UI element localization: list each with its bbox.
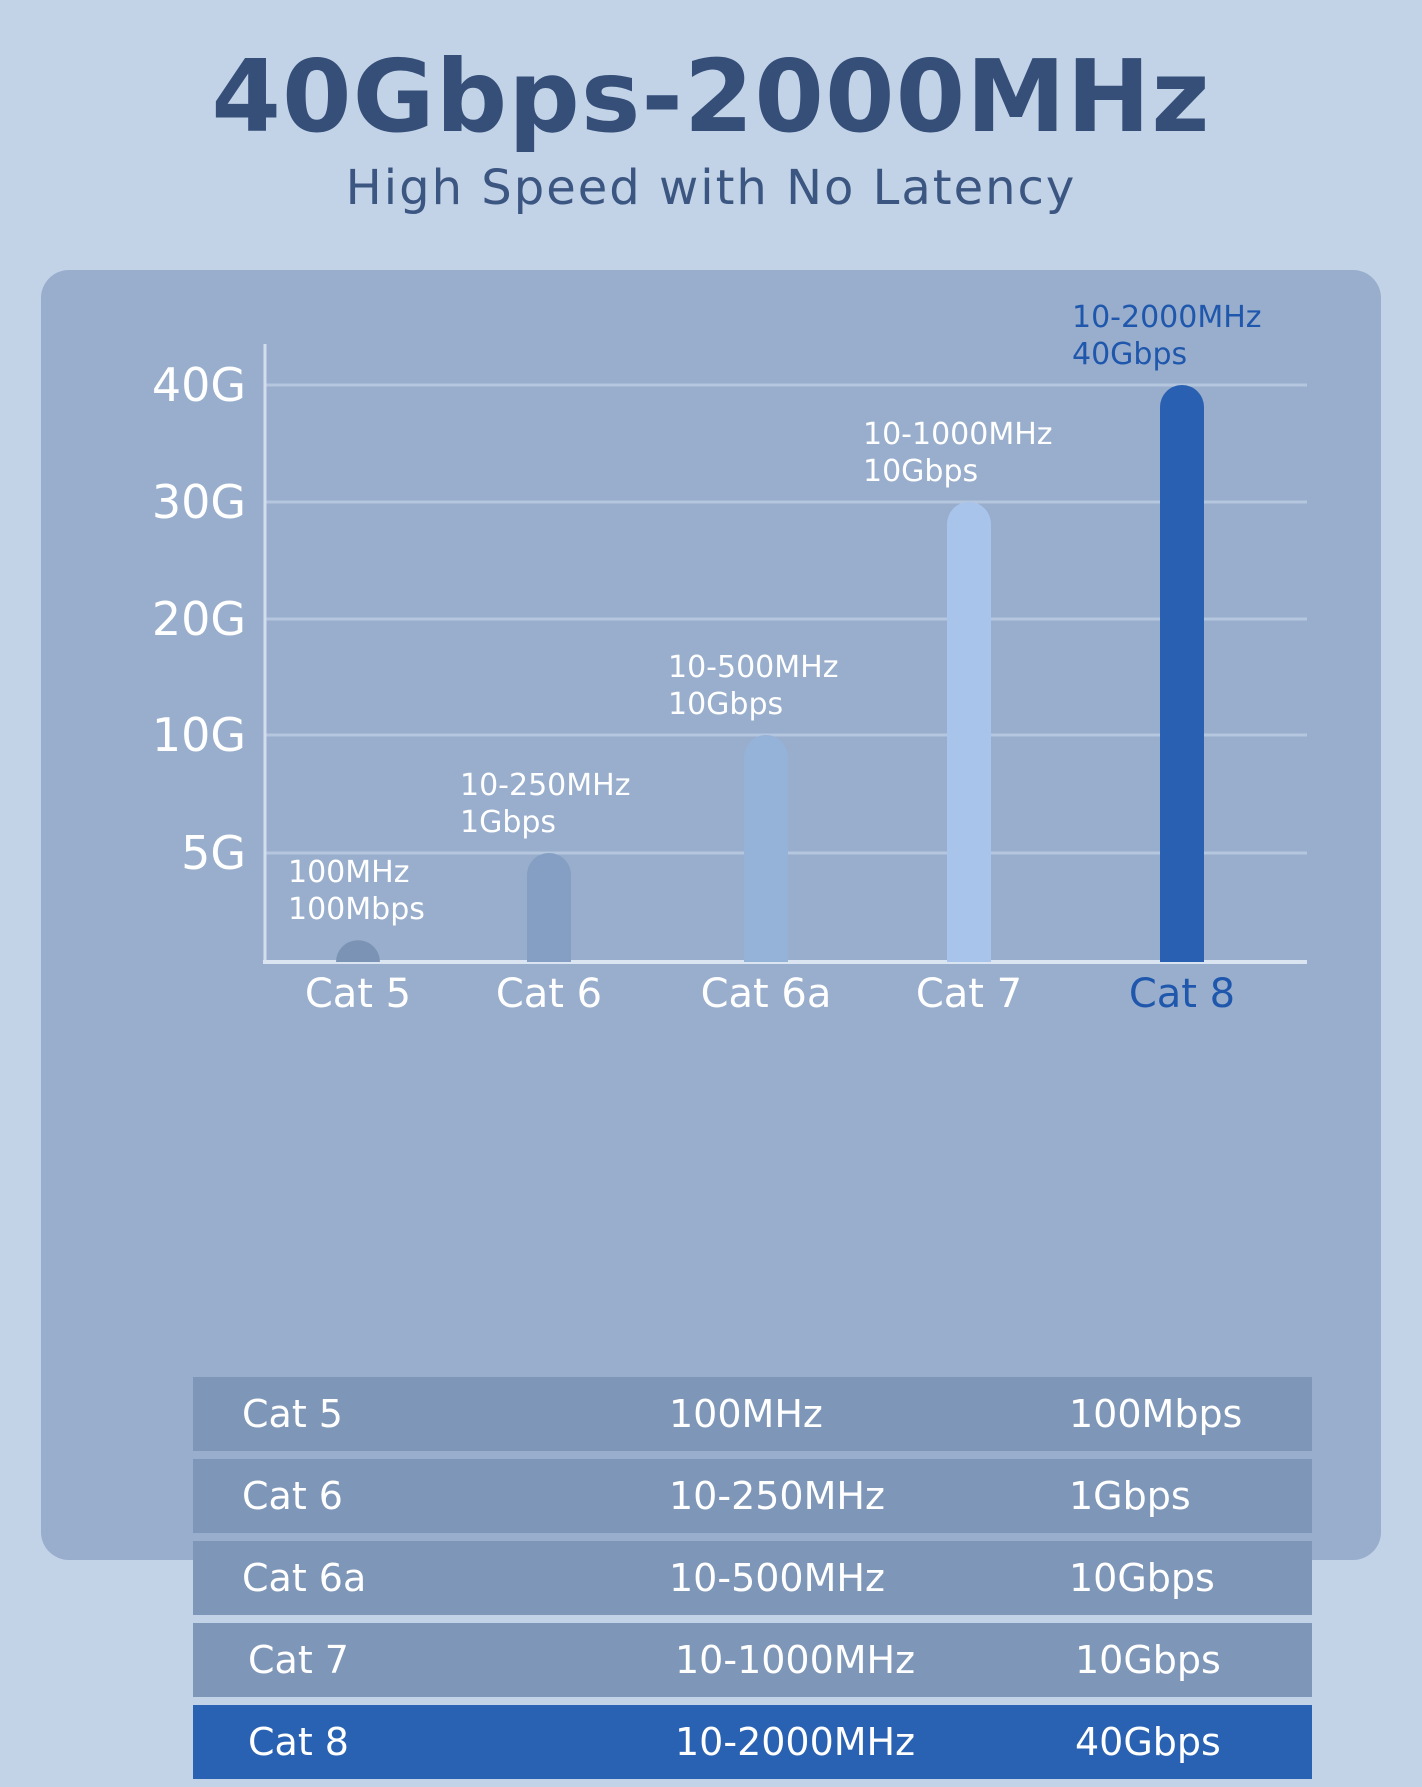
table-row: Cat 6a 10-500MHz 10Gbps: [193, 1541, 1312, 1615]
bar-annotation-frequency: 100MHz: [288, 855, 409, 890]
cable-speed: 10Gbps: [1069, 1556, 1215, 1600]
x-category-label: Cat 7: [916, 971, 1022, 1017]
y-tick-label: 5G: [181, 826, 246, 880]
cable-speed: 100Mbps: [1069, 1392, 1243, 1436]
x-category-label: Cat 6: [496, 971, 602, 1017]
cable-name: Cat 8: [248, 1720, 349, 1764]
bar-annotation-frequency: 10-1000MHz: [863, 417, 1053, 452]
cable-speed: 1Gbps: [1069, 1474, 1191, 1518]
bar-annotation-speed: 100Mbps: [288, 892, 425, 927]
cable-name: Cat 5: [242, 1392, 343, 1436]
bar: [336, 940, 380, 962]
cable-speed: 10Gbps: [1075, 1638, 1221, 1682]
cable-frequency: 10-500MHz: [669, 1556, 885, 1600]
cable-speed: 40Gbps: [1075, 1720, 1221, 1764]
bar: [1160, 385, 1204, 962]
y-tick-label: 40G: [152, 358, 246, 412]
x-category-label: Cat 8: [1129, 971, 1235, 1017]
cable-name: Cat 6a: [242, 1556, 367, 1600]
bar: [744, 735, 788, 962]
y-tick-label: 10G: [152, 708, 246, 762]
spec-table: Cat 5 100MHz 100Mbps Cat 6 10-250MHz 1Gb…: [193, 1377, 1312, 1787]
page-subtitle: High Speed with No Latency: [345, 160, 1077, 216]
cable-name: Cat 7: [248, 1638, 349, 1682]
y-tick-label: 20G: [152, 592, 246, 646]
bar-annotation-speed: 10Gbps: [668, 687, 783, 722]
x-category-label: Cat 6a: [701, 971, 832, 1017]
bar-annotation-speed: 1Gbps: [460, 805, 556, 840]
comparison-panel: 5G 10G 20G 30G 40G 100MHz 100Mbps Cat 5 10-250MH…: [41, 270, 1381, 1779]
bar-annotation-frequency: 10-500MHz: [668, 650, 838, 685]
cable-frequency: 10-1000MHz: [675, 1638, 916, 1682]
x-category-label: Cat 5: [305, 971, 411, 1017]
bar-annotation-frequency: 10-250MHz: [460, 768, 630, 803]
y-tick-label: 30G: [152, 475, 246, 529]
bar: [947, 502, 991, 962]
cable-frequency: 10-2000MHz: [675, 1720, 916, 1764]
table-row-highlighted: Cat 8 10-2000MHz 40Gbps: [193, 1705, 1312, 1779]
table-row: Cat 6 10-250MHz 1Gbps: [193, 1459, 1312, 1533]
cable-frequency: 100MHz: [669, 1392, 823, 1436]
table-row: Cat 7 10-1000MHz 10Gbps: [193, 1623, 1312, 1697]
table-row: Cat 5 100MHz 100Mbps: [193, 1377, 1312, 1451]
cable-name: Cat 6: [242, 1474, 343, 1518]
bar-annotation-frequency: 10-2000MHz: [1072, 300, 1262, 335]
cable-frequency: 10-250MHz: [669, 1474, 885, 1518]
bar-annotation-speed: 10Gbps: [863, 454, 978, 489]
bar: [527, 853, 571, 962]
page-title: 40Gbps-2000MHz: [211, 38, 1211, 155]
bar-annotation-speed: 40Gbps: [1072, 337, 1187, 372]
